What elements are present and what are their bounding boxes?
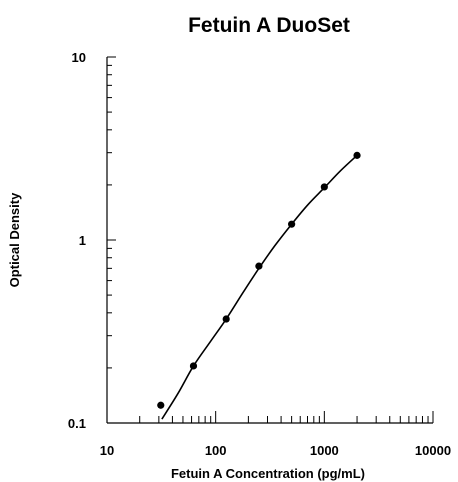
y-axis-ticks [107, 56, 116, 424]
fit-curve-line [161, 154, 358, 420]
x-axis-tick-labels: 10 100 1000 10000 [100, 443, 451, 458]
x-tick-label: 10 [100, 443, 114, 458]
y-tick-label: 0.1 [68, 416, 86, 431]
x-tick-label: 10000 [415, 443, 451, 458]
chart-title: Fetuin A DuoSet [188, 14, 350, 37]
y-tick-label: 1 [79, 233, 86, 248]
data-point [288, 220, 296, 228]
y-axis-title: Optical Density [7, 192, 22, 287]
y-tick-label: 10 [72, 50, 86, 65]
data-point [353, 151, 361, 159]
data-point [222, 315, 230, 323]
x-tick-label: 100 [205, 443, 227, 458]
x-tick-label: 1000 [310, 443, 339, 458]
x-axis-ticks [106, 411, 434, 423]
data-point [189, 362, 198, 370]
x-axis-title: Fetuin A Concentration (pg/mL) [171, 466, 365, 481]
data-points [157, 151, 361, 409]
y-axis-tick-labels: 0.1 1 10 [68, 50, 86, 431]
data-point [320, 183, 328, 191]
data-point [157, 401, 165, 409]
data-point [255, 262, 263, 270]
